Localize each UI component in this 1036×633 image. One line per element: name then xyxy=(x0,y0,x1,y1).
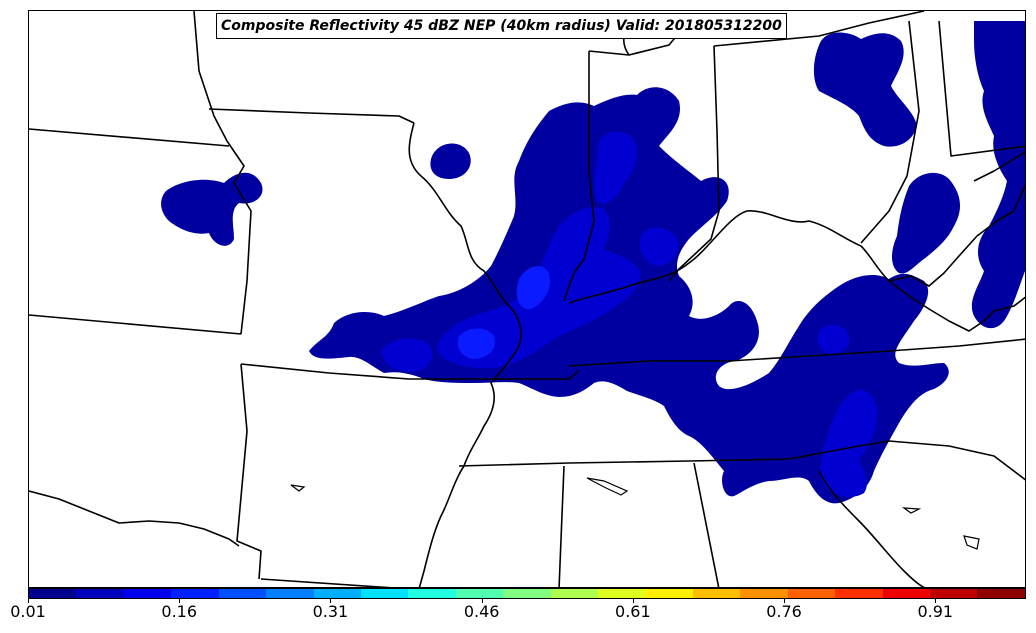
colorbar-segment xyxy=(313,589,361,598)
colorbar xyxy=(28,588,1026,599)
boundary-ohio-river xyxy=(568,210,890,304)
colorbar-segment xyxy=(76,589,124,598)
boundary-iowa-missouri xyxy=(208,108,415,124)
boundary-missouri-arkansas xyxy=(240,363,580,380)
colorbar-tick-mark xyxy=(330,599,332,603)
boundary-wv-north xyxy=(973,151,1025,182)
boundary-arkansas-louisiana xyxy=(260,578,392,587)
colorbar-segment xyxy=(29,589,77,598)
prob-mid-indiana xyxy=(639,227,678,266)
prob-region-michigan-east xyxy=(813,32,917,147)
colorbar-tick-label: 0.31 xyxy=(312,602,349,621)
boundary-ks-ok-line xyxy=(29,314,242,335)
colorbar-segment xyxy=(930,589,978,598)
lake-4 xyxy=(963,535,980,550)
prob-region-indiana-ohio xyxy=(892,172,961,274)
prob-mid-ohio-patch xyxy=(817,324,850,354)
probability-map xyxy=(29,11,1025,587)
map-title-box: Composite Reflectivity 45 dBZ NEP (40km … xyxy=(216,13,787,39)
boundary-pa-ny xyxy=(938,20,1025,157)
colorbar-tick-mark xyxy=(632,599,634,603)
colorbar-segment xyxy=(171,589,219,598)
boundary-illinois-indiana xyxy=(563,51,595,302)
probability-contours-high xyxy=(457,266,550,359)
colorbar-segment xyxy=(503,589,551,598)
lake-3 xyxy=(901,507,922,514)
boundary-ne-ks-line xyxy=(29,128,230,147)
boundary-tn-ga-nc xyxy=(788,440,1025,481)
colorbar-segment xyxy=(692,589,741,598)
colorbar-tick-mark xyxy=(179,599,181,603)
colorbar-segment xyxy=(266,589,314,598)
colorbar-tick-label: 0.16 xyxy=(161,602,198,621)
colorbar-tick-mark xyxy=(784,599,786,603)
boundary-ms-east xyxy=(558,465,565,587)
boundary-oklahoma-texas-river xyxy=(29,490,240,547)
boundary-tennessee-kentucky xyxy=(568,338,1025,367)
boundary-missouri-river xyxy=(193,11,252,335)
colorbar-segment xyxy=(360,589,409,598)
colorbar-segment xyxy=(455,589,504,598)
colorbar-tick-label: 0.01 xyxy=(10,602,46,621)
colorbar-segment xyxy=(123,589,172,598)
colorbar-segment xyxy=(835,589,883,598)
colorbar-tick-label: 0.91 xyxy=(917,602,954,621)
boundary-ga-sc-river xyxy=(818,470,926,587)
colorbar-ticks: 0.01 0.16 0.31 0.46 0.61 0.76 0.91 xyxy=(0,599,1036,629)
state-boundaries xyxy=(29,11,1025,587)
boundary-michigan-ohio xyxy=(713,11,925,47)
colorbar-segment xyxy=(408,589,456,598)
colorbar-segment xyxy=(550,589,599,598)
colorbar-tick-label: 0.76 xyxy=(766,602,802,621)
boundary-mississippi-alabama xyxy=(458,458,790,467)
prob-high-missouri-se xyxy=(457,328,496,359)
colorbar-segment xyxy=(882,589,931,598)
boundary-al-ga xyxy=(693,462,720,587)
prob-mid-illinois-north xyxy=(593,131,637,204)
lake-2 xyxy=(290,484,306,492)
colorbar-tick-mark xyxy=(935,599,937,603)
boundary-wv-va xyxy=(888,183,1025,287)
prob-high-illinois xyxy=(516,266,550,310)
colorbar-tick-mark xyxy=(481,599,483,603)
map-panel xyxy=(28,10,1026,588)
boundary-arkansas-west xyxy=(236,363,262,580)
boundary-mississippi-river xyxy=(408,122,522,587)
boundary-ohio-pa xyxy=(860,20,920,244)
colorbar-segment xyxy=(218,589,267,598)
prob-mid-tn-georgia xyxy=(820,389,878,497)
boundary-va-kentucky xyxy=(888,280,1025,332)
colorbar-segment xyxy=(977,589,1025,598)
colorbar-tick-label: 0.61 xyxy=(615,602,651,621)
lake-1 xyxy=(586,477,629,496)
map-title: Composite Reflectivity 45 dBZ NEP (40km … xyxy=(221,18,782,34)
prob-region-northeast xyxy=(971,21,1025,329)
prob-region-illinois-north-blob xyxy=(430,143,471,179)
prob-mid-missouri xyxy=(381,338,433,372)
colorbar-segment xyxy=(598,589,646,598)
colorbar-tick-mark xyxy=(28,599,29,603)
colorbar-segment xyxy=(645,589,693,598)
colorbar-segment xyxy=(740,589,788,598)
colorbar-segment xyxy=(787,589,836,598)
prob-region-kansas-missouri-west xyxy=(161,172,263,246)
colorbar-tick-label: 0.46 xyxy=(463,602,500,621)
lake-outlines xyxy=(290,477,980,550)
